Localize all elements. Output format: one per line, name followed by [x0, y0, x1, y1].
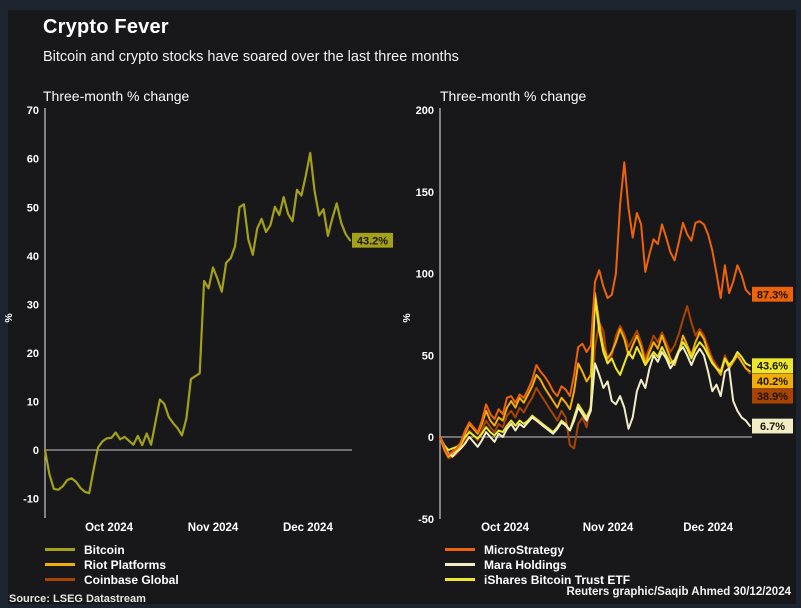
y-tick-label: 100 [416, 269, 434, 281]
end-value-label: 6.7% [760, 421, 785, 433]
y-tick-label: -10 [23, 494, 39, 506]
crypto-stocks-chart-canvas: 200 150 100 50 0 -50 Oct 2024 Nov 2024 Dec 2024%… [401, 105, 793, 534]
x-tick-label: Oct 2024 [481, 522, 530, 534]
x-tick-label: Oct 2024 [85, 522, 134, 534]
bitcoin-chart-title: Three-month % change [43, 88, 190, 104]
end-value-label-box [752, 418, 793, 434]
legend-item: Coinbase Global [45, 572, 179, 587]
x-tick-label: Nov 2024 [583, 522, 634, 534]
y-tick-label: 20 [27, 348, 39, 360]
series-line-mara-holdings [439, 346, 751, 458]
end-value-label-box [752, 358, 793, 374]
y-tick-label: 60 [27, 154, 39, 166]
legend-swatch-icon [445, 578, 475, 581]
legend-item-label: iShares Bitcoin Trust ETF [484, 572, 631, 587]
series-line-microstrategy [439, 161, 751, 456]
series-line-ishares-bitcoin-trust-etf [439, 297, 751, 452]
end-value-label: 40.2% [757, 376, 788, 388]
legend-swatch-icon [45, 578, 75, 581]
legend-swatch-icon [45, 548, 75, 551]
end-value-label-box [752, 388, 793, 404]
end-value-label-box [752, 286, 793, 302]
legend-swatch-icon [445, 563, 475, 566]
end-value-label: 43.6% [757, 361, 788, 373]
y-axis-unit-label: % [3, 313, 15, 323]
series-line-coinbase-global [439, 305, 751, 460]
x-tick-label: Dec 2024 [683, 522, 733, 534]
legend-item: MicroStrategy [445, 542, 630, 557]
y-tick-label: 70 [27, 105, 39, 117]
legend-item-label: Riot Platforms [84, 557, 167, 572]
x-tick-label: Nov 2024 [188, 522, 239, 534]
legend-swatch-icon [45, 563, 75, 566]
legend-item: Mara Holdings [445, 557, 630, 572]
source-note: Source: LSEG Datastream [9, 593, 146, 605]
legend-item-label: Bitcoin [84, 542, 125, 557]
end-value-label: 87.3% [757, 289, 788, 301]
series-line-bitcoin [43, 151, 352, 495]
legend-swatch-icon [445, 548, 475, 551]
page-title: Crypto Fever [43, 16, 169, 38]
end-value-label-box [352, 232, 393, 248]
page-subtitle: Bitcoin and crypto stocks have soared ov… [43, 49, 459, 65]
x-tick-label: Dec 2024 [283, 522, 333, 534]
crypto-stocks-chart-title: Three-month % change [440, 88, 587, 104]
end-value-label-box [752, 373, 793, 389]
end-value-label: 43.2% [357, 235, 388, 247]
legend-item: Riot Platforms [45, 557, 179, 572]
y-tick-label: 150 [416, 187, 434, 199]
y-tick-label: 200 [416, 105, 434, 117]
chart-panel [8, 10, 796, 604]
y-axis-unit-label: % [401, 313, 413, 323]
credit-note: Reuters graphic/Saqib Ahmed 30/12/2024 [566, 586, 791, 598]
y-tick-label: 50 [27, 202, 39, 214]
legend-left: Bitcoin Riot Platforms Coinbase Global [45, 542, 179, 587]
legend-item-label: Coinbase Global [84, 572, 179, 587]
y-tick-label: 50 [422, 350, 434, 362]
y-tick-label: -50 [418, 514, 434, 526]
y-tick-label: 10 [27, 396, 39, 408]
y-tick-label: 0 [33, 445, 39, 457]
y-tick-label: 0 [428, 432, 434, 444]
end-value-label: 38.9% [757, 391, 788, 403]
legend-right: MicroStrategy Mara Holdings iShares Bitcoi… [445, 542, 630, 587]
legend-item: Bitcoin [45, 542, 179, 557]
bitcoin-chart-canvas: 70 60 50 40 30 20 10 0 -10 Oct 2024 Nov 2024 Dec 20… [3, 105, 393, 534]
legend-item: iShares Bitcoin Trust ETF [445, 572, 630, 587]
y-tick-label: 40 [27, 251, 39, 263]
y-tick-label: 30 [27, 299, 39, 311]
legend-item-label: Mara Holdings [484, 557, 567, 572]
legend-item-label: MicroStrategy [484, 542, 565, 557]
